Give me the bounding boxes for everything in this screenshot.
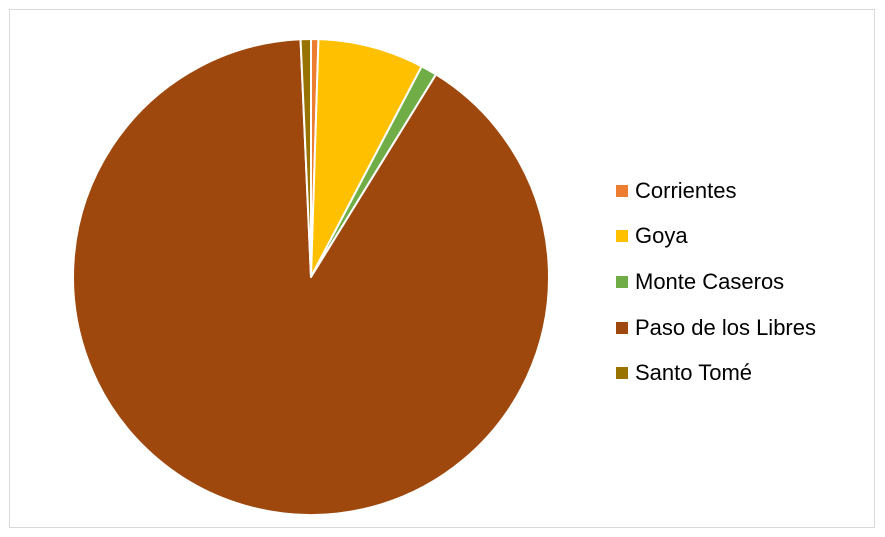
legend-item: Corrientes xyxy=(616,168,816,214)
chart-legend: Corrientes Goya Monte Caseros Paso de los L… xyxy=(616,168,816,396)
legend-label: Santo Tomé xyxy=(635,360,753,386)
legend-label: Goya xyxy=(635,223,688,249)
legend-swatch xyxy=(616,275,628,288)
pie-slices xyxy=(72,38,551,516)
legend-swatch xyxy=(616,367,628,380)
legend-item: Santo Tomé xyxy=(616,350,816,396)
legend-item: Goya xyxy=(616,214,816,260)
legend-item: Paso de los Libres xyxy=(616,305,816,351)
pie-slice-santo-tome xyxy=(299,38,312,278)
legend-label: Paso de los Libres xyxy=(635,314,816,340)
legend-label: Monte Caseros xyxy=(635,268,785,294)
pie-slice-goya xyxy=(310,38,423,278)
legend-swatch xyxy=(616,321,628,334)
legend-item: Monte Caseros xyxy=(616,259,816,305)
legend-swatch xyxy=(616,184,628,197)
legend-swatch xyxy=(616,230,628,243)
legend-label: Corrientes xyxy=(635,177,737,203)
